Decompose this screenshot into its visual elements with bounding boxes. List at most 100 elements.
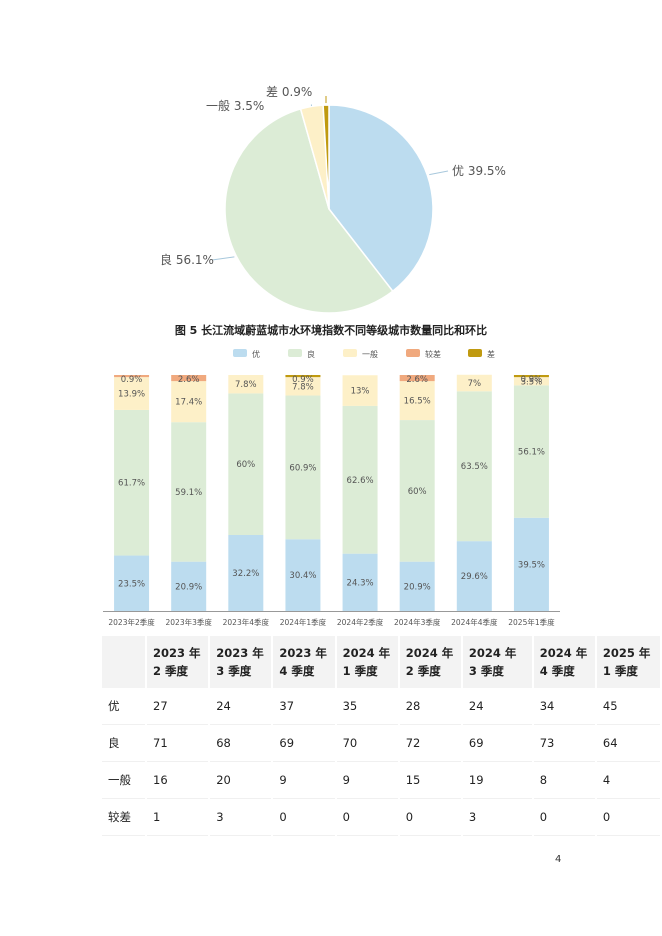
pie-slice-liang — [224, 108, 394, 314]
bar-segment-4-3 — [285, 375, 321, 378]
bar-segment-0-1 — [171, 561, 207, 611]
table-cell: 9 — [335, 761, 400, 799]
table-cell: 0 — [398, 798, 463, 836]
bar-segment-0-3 — [285, 539, 321, 611]
pie-chart: 优 39.5% 良 56.1% 一般 3.5%差 0.9% — [160, 85, 506, 314]
legend-swatch-0 — [233, 349, 247, 357]
pie-leader-you — [429, 170, 449, 176]
bar-label-0-3: 30.4% — [289, 571, 316, 581]
bar-segment-1-7 — [513, 385, 549, 518]
bar-segment-1-5 — [399, 420, 435, 562]
table-row-label: 优 — [102, 688, 148, 725]
bar-label-0-2: 32.2% — [232, 569, 259, 579]
pie-label-liang: 良 56.1% — [160, 252, 214, 267]
bar-segment-1-4 — [342, 405, 378, 554]
bar-segment-3-5 — [399, 375, 435, 382]
bar-label-0-5: 20.9% — [404, 582, 431, 592]
table-cell: 0 — [272, 798, 337, 836]
bar-label-0-4: 24.3% — [347, 578, 374, 588]
legend-label-0: 优 — [252, 349, 260, 359]
bar-label-1-6: 63.5% — [461, 462, 488, 472]
table-cell: 20 — [209, 761, 274, 799]
table-cell: 70 — [335, 724, 400, 762]
bar-segment-1-0 — [114, 409, 150, 556]
legend-label-2: 一般 — [362, 349, 378, 359]
x-tick-label-5: 2024年3季度 — [394, 617, 441, 627]
table-cell: 71 — [146, 724, 211, 762]
bar-segment-0-2 — [228, 535, 264, 611]
bar-label-1-0: 61.7% — [118, 479, 145, 489]
legend-swatch-3 — [406, 349, 420, 357]
table-cell: 73 — [532, 724, 597, 762]
table-cell: 3 — [209, 798, 274, 836]
bar-label-3-5: 2.6% — [406, 375, 428, 385]
table-cell: 24 — [461, 688, 534, 725]
bar-segment-1-1 — [171, 422, 207, 562]
bar-label-1-2: 60% — [236, 460, 255, 470]
bar-segment-0-0 — [114, 555, 150, 611]
bar-label-0-7: 39.5% — [518, 560, 545, 570]
table-cell: 3 — [461, 798, 534, 836]
bar-segment-2-0 — [114, 377, 150, 410]
bar-label-2-7: 3.5% — [521, 377, 543, 387]
table-cell: 9 — [272, 761, 337, 799]
legend-label-1: 良 — [307, 349, 315, 359]
bar-label-1-4: 62.6% — [347, 476, 374, 486]
x-tick-label-3: 2024年1季度 — [280, 617, 327, 627]
bar-segment-1-6 — [456, 391, 492, 542]
table-cell: 28 — [398, 688, 463, 725]
bar-segment-2-4 — [342, 375, 378, 406]
bar-segment-1-3 — [285, 395, 321, 540]
legend-swatch-1 — [288, 349, 302, 357]
legend-label-4: 差 — [487, 349, 495, 359]
bar-segment-2-1 — [171, 381, 207, 423]
table-row: 一般 16 20 9 9 15 19 8 4 — [102, 761, 662, 799]
pie-label-cha: 差 0.9% — [266, 85, 312, 99]
table-cell: 37 — [272, 688, 337, 725]
table-cell: 0 — [335, 798, 400, 836]
pie-slice-cha — [322, 104, 330, 210]
bar-label-2-6: 7% — [468, 379, 482, 389]
bar-label-2-0: 13.9% — [118, 390, 145, 400]
pie-label-yiban: 一般 3.5% — [206, 98, 264, 113]
bar-segment-0-5 — [399, 561, 435, 611]
bar-segment-3-1 — [171, 375, 207, 382]
x-tick-label-0: 2023年2季度 — [108, 617, 155, 627]
bar-label-1-7: 56.1% — [518, 448, 545, 458]
table-cell: 69 — [461, 724, 534, 762]
bar-segment-2-2 — [228, 375, 264, 394]
table-cell: 16 — [146, 761, 211, 799]
bar-label-2-4: 13% — [351, 387, 370, 397]
bar-label-2-2: 7.8% — [235, 380, 257, 390]
table-row-label: 较差 — [102, 798, 148, 836]
table-cell: 34 — [532, 688, 597, 725]
table-cell: 69 — [272, 724, 337, 762]
bar-label-3-1: 2.6% — [178, 375, 200, 385]
table-cell: 72 — [398, 724, 463, 762]
bar-label-1-1: 59.1% — [175, 488, 202, 498]
bar-segment-2-5 — [399, 381, 435, 421]
table-cell: 1 — [146, 798, 211, 836]
x-tick-label-4: 2024年2季度 — [337, 617, 384, 627]
bar-segment-2-6 — [456, 374, 492, 392]
x-tick-label-1: 2023年3季度 — [166, 617, 213, 627]
page-number: 4 — [555, 854, 562, 865]
bar-segment-1-2 — [228, 393, 264, 536]
bar-label-4-3: 0.9% — [292, 375, 314, 385]
table-cell: 0 — [595, 798, 662, 836]
legend-label-3: 较差 — [425, 349, 441, 359]
x-tick-label-7: 2025年1季度 — [508, 617, 555, 627]
table-row-label: 良 — [102, 724, 148, 762]
table-row: 良 71 68 69 70 72 69 73 64 — [102, 724, 662, 762]
bar-label-2-5: 16.5% — [404, 397, 431, 407]
bar-segment-0-7 — [513, 517, 549, 611]
legend-swatch-4 — [468, 349, 482, 357]
bar-label-2-1: 17.4% — [175, 398, 202, 408]
